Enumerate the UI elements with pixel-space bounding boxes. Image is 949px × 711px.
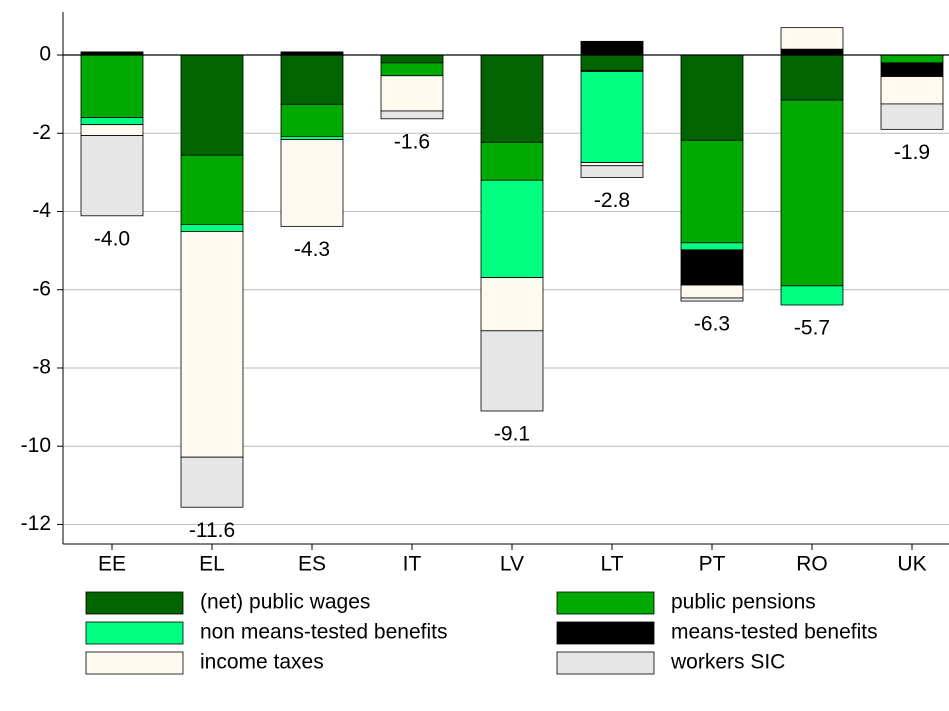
bar-segment <box>780 285 844 306</box>
bar-segment <box>580 165 644 178</box>
bar-segment <box>680 242 744 251</box>
bar-segment <box>580 71 644 164</box>
legend-label: (net) public wages <box>200 591 370 614</box>
bar-segment <box>180 54 244 156</box>
x-tick-label: IT <box>403 553 422 576</box>
legend-swatch <box>556 651 655 675</box>
total-label: -5.7 <box>794 317 830 340</box>
y-tick-label: -2 <box>32 121 51 144</box>
total-label: -1.9 <box>894 141 930 164</box>
x-tick-label: LT <box>601 553 624 576</box>
x-tick-label: PT <box>699 553 726 576</box>
bar-segment <box>480 54 544 143</box>
legend-label: public pensions <box>671 591 816 614</box>
y-tick-label: -4 <box>32 199 51 222</box>
bar-segment <box>680 249 744 286</box>
legend-swatch <box>85 651 184 675</box>
legend-label: non means-tested benefits <box>200 621 448 644</box>
bar-segment <box>780 54 844 101</box>
y-tick-label: 0 <box>39 43 51 66</box>
bar-segment <box>280 103 344 137</box>
x-tick-label: EE <box>98 553 126 576</box>
x-tick-label: RO <box>796 553 828 576</box>
bar-segment <box>380 75 444 112</box>
total-label: -4.3 <box>294 238 330 261</box>
bar-segment <box>880 76 944 105</box>
bar-segment <box>780 27 844 50</box>
bar-segment <box>480 277 544 332</box>
y-tick-label: -8 <box>32 356 51 379</box>
bar-segment <box>280 135 344 140</box>
bar-segment <box>680 139 744 244</box>
bar-segment <box>380 110 444 120</box>
total-label: -1.6 <box>394 130 430 153</box>
bar-segment <box>880 54 944 64</box>
y-tick-label: -6 <box>32 277 51 300</box>
legend-swatch <box>85 621 184 645</box>
bar-segment <box>480 179 544 279</box>
bar-segment <box>680 297 744 302</box>
bar-segment <box>680 284 744 299</box>
bar-segment <box>780 48 844 56</box>
bar-segment <box>180 154 244 225</box>
total-label: -4.0 <box>94 227 130 250</box>
bar-segment <box>280 54 344 105</box>
y-tick-label: -12 <box>21 512 51 535</box>
bar-segment <box>580 40 644 56</box>
y-tick-label: -10 <box>21 434 51 457</box>
bar-segment <box>180 231 244 458</box>
x-tick-label: UK <box>897 553 926 576</box>
bar-segment <box>380 54 444 64</box>
bar-segment <box>180 456 244 508</box>
bar-segment <box>480 141 544 181</box>
bar-segment <box>480 330 544 412</box>
total-label: -6.3 <box>694 313 730 336</box>
bar-segment <box>580 54 644 72</box>
bar-segment <box>80 135 144 217</box>
bar-segment <box>280 139 344 227</box>
bar-segment <box>580 162 644 167</box>
total-label: -11.6 <box>189 519 235 542</box>
bar-segment <box>680 54 744 141</box>
legend-label: income taxes <box>200 651 324 674</box>
legend-label: workers SIC <box>670 651 785 674</box>
legend-swatch <box>556 591 655 615</box>
x-tick-label: ES <box>298 553 326 576</box>
bar-segment <box>880 103 944 130</box>
bar-segment <box>880 62 944 77</box>
legend-swatch <box>85 591 184 615</box>
bar-segment <box>80 117 144 126</box>
x-tick-label: LV <box>500 553 524 576</box>
total-label: -2.8 <box>594 189 630 212</box>
bar-segment <box>380 62 444 77</box>
total-label: -9.1 <box>494 423 530 446</box>
bar-segment <box>80 124 144 137</box>
bar-segment <box>80 54 144 119</box>
bar-segment <box>180 224 244 232</box>
legend-swatch <box>556 621 655 645</box>
bar-segment <box>780 99 844 287</box>
legend-label: means-tested benefits <box>671 621 878 644</box>
x-tick-label: EL <box>199 553 225 576</box>
